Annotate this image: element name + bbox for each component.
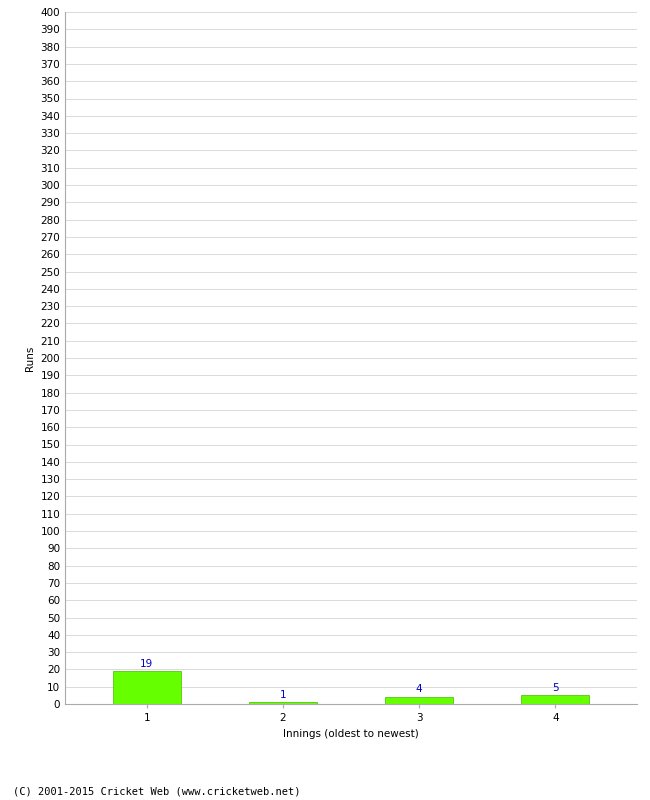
Bar [249,702,317,704]
Text: (C) 2001-2015 Cricket Web (www.cricketweb.net): (C) 2001-2015 Cricket Web (www.cricketwe… [13,786,300,796]
Text: 5: 5 [552,682,558,693]
Bar [112,671,181,704]
Text: 1: 1 [280,690,286,700]
Bar [385,697,453,704]
Bar [521,695,590,704]
Text: 4: 4 [416,685,422,694]
Text: 19: 19 [140,658,153,669]
X-axis label: Innings (oldest to newest): Innings (oldest to newest) [283,729,419,738]
Y-axis label: Runs: Runs [25,346,35,370]
